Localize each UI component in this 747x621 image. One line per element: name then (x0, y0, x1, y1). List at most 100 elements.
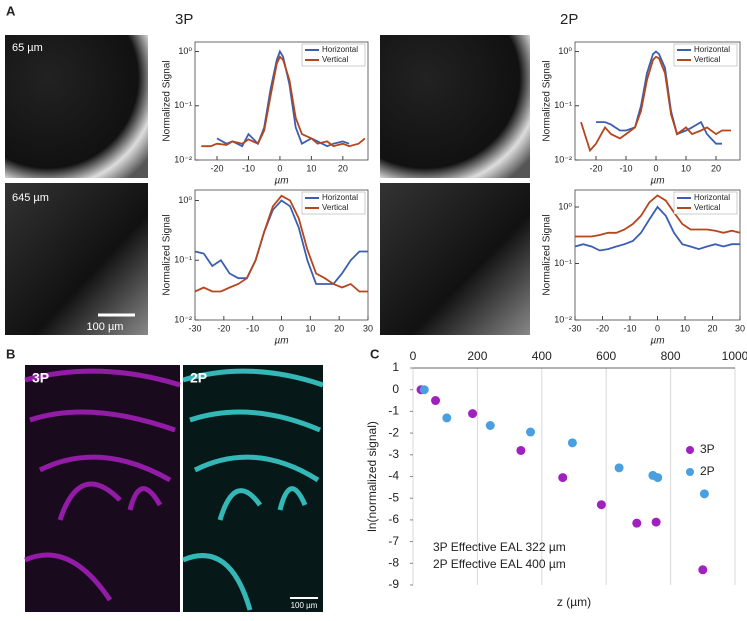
point (698, 565, 708, 575)
legend-label: 3P (700, 442, 715, 456)
x-tick-label: -20 (217, 323, 230, 333)
x-axis-label: µm (274, 336, 288, 347)
scale-label: 100 µm (87, 321, 124, 333)
legend-label: Horizontal (694, 193, 730, 202)
depth-label: 65 µm (12, 42, 43, 54)
x-tick-label: 10 (306, 163, 316, 173)
annotation: 2P Effective EAL 400 µm (433, 557, 566, 571)
x-tick-label: -10 (623, 323, 636, 333)
series-line (201, 55, 366, 148)
x-tick-label: 20 (334, 323, 344, 333)
y-tick-label: 10⁻² (174, 314, 192, 324)
y-tick-label: 1 (392, 360, 399, 374)
legend-label: 2P (700, 464, 715, 478)
y-axis-label: Normalized Signal (542, 214, 553, 295)
point (558, 473, 568, 483)
point (526, 427, 536, 437)
legend-label: Horizontal (322, 193, 358, 202)
point (699, 489, 709, 499)
point (442, 413, 452, 423)
series-line (574, 205, 740, 252)
y-tick-label: -8 (388, 555, 399, 569)
image (380, 35, 530, 178)
panel-label: A (6, 3, 16, 18)
y-tick-label: -1 (388, 404, 399, 418)
y-tick-label: -2 (388, 425, 399, 439)
vessels (23, 368, 181, 602)
x-tick-label: -10 (242, 163, 255, 173)
x-tick-label: 600 (596, 349, 616, 363)
x-tick-label: 10 (680, 323, 690, 333)
legend-marker (686, 468, 694, 476)
point (653, 473, 663, 483)
x-axis-label: µm (274, 176, 288, 187)
y-axis-label: Normalized Signal (162, 60, 173, 141)
image (183, 365, 323, 612)
legend-marker (686, 446, 694, 454)
x-tick-label: -30 (568, 323, 581, 333)
y-axis-label: Normalized Signal (162, 214, 173, 295)
panel-label: B (6, 346, 15, 361)
series-line (575, 194, 741, 238)
point (468, 409, 478, 419)
y-tick-label: 10⁻¹ (554, 258, 572, 268)
y-tick-label: 10⁻¹ (174, 100, 192, 110)
image-label: 2P (190, 370, 207, 386)
vessels (182, 368, 324, 611)
x-tick-label: 0 (277, 163, 282, 173)
x-tick-label: 20 (338, 163, 348, 173)
header: 2P (560, 11, 578, 28)
legend-label: Vertical (322, 203, 348, 212)
y-tick-label: -9 (388, 577, 399, 591)
point (614, 463, 624, 473)
y-axis-label: Normalized Signal (542, 60, 553, 141)
point (431, 396, 441, 406)
y-tick-label: -5 (388, 490, 399, 504)
x-tick-label: -10 (246, 323, 259, 333)
x-axis-label: z (µm) (557, 595, 591, 609)
panel-label: C (370, 346, 380, 361)
y-tick-label: 10⁰ (178, 195, 192, 205)
image-label: 3P (32, 370, 49, 386)
point (516, 445, 526, 455)
annotation: 3P Effective EAL 322 µm (433, 540, 566, 554)
x-tick-label: 30 (735, 323, 745, 333)
x-tick-label: 0 (410, 349, 417, 363)
series-line (216, 49, 350, 148)
y-tick-label: 10⁻¹ (554, 100, 572, 110)
y-tick-label: -6 (388, 512, 399, 526)
legend-label: Horizontal (694, 45, 730, 54)
y-tick-label: -4 (388, 469, 399, 483)
x-tick-label: -20 (589, 163, 602, 173)
x-tick-label: 20 (707, 323, 717, 333)
y-axis-label: ln(normalized signal) (365, 421, 379, 532)
y-tick-label: -3 (388, 447, 399, 461)
legend-label: Vertical (322, 55, 348, 64)
y-tick-label: 10⁻¹ (174, 255, 192, 265)
y-tick-label: 10⁻² (554, 314, 572, 324)
series-line (596, 50, 722, 145)
y-tick-label: 10⁰ (558, 201, 572, 211)
x-tick-label: 400 (532, 349, 552, 363)
series-line (580, 55, 731, 153)
x-tick-label: -10 (619, 163, 632, 173)
y-tick-label: 0 (392, 382, 399, 396)
x-axis-label: µm (650, 336, 664, 347)
header: 3P (175, 11, 193, 28)
legend-label: Horizontal (322, 45, 358, 54)
x-tick-label: -30 (188, 323, 201, 333)
x-tick-label: 20 (711, 163, 721, 173)
x-tick-label: 10 (305, 323, 315, 333)
series-line (194, 194, 368, 293)
point (419, 385, 429, 395)
point (651, 517, 661, 527)
depth-label: 645 µm (12, 192, 49, 204)
x-tick-label: -20 (211, 163, 224, 173)
point (485, 421, 495, 431)
x-tick-label: -20 (596, 323, 609, 333)
x-tick-label: 1000 (722, 349, 747, 363)
series-line (194, 199, 368, 285)
y-tick-label: 10⁰ (558, 46, 572, 56)
legend-label: Vertical (694, 55, 720, 64)
